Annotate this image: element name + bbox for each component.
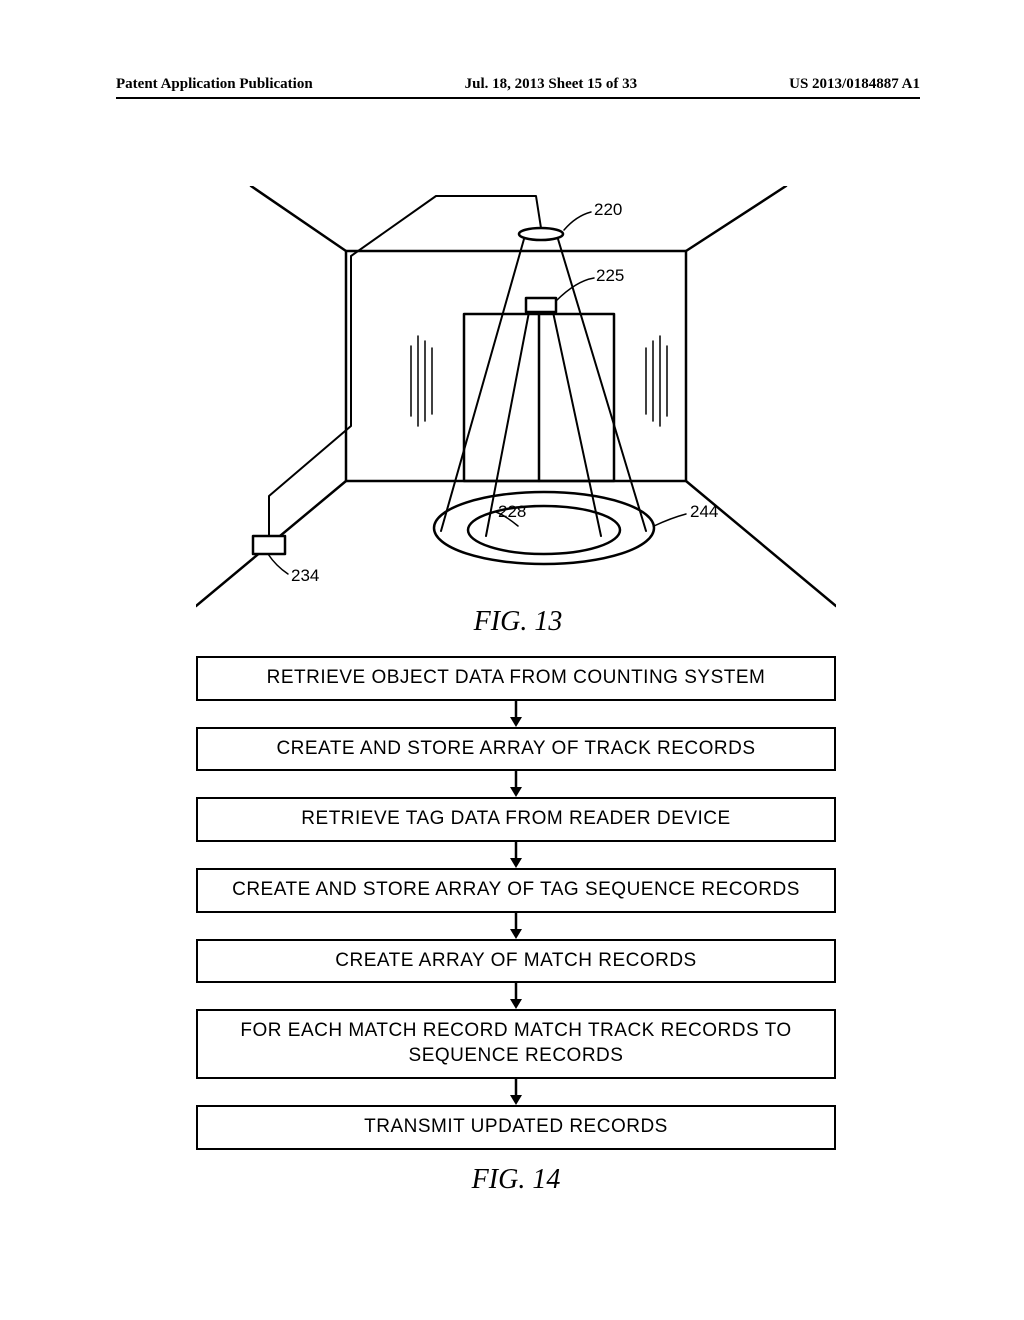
flow-step: RETRIEVE TAG DATA FROM READER DEVICE [196,797,836,842]
label-228: 228 [498,502,526,522]
page: Patent Application Publication Jul. 18, … [116,76,920,1236]
flow-step: TRANSMIT UPDATED RECORDS [196,1105,836,1150]
flow-step: CREATE AND STORE ARRAY OF TAG SEQUENCE R… [196,868,836,913]
flow-step: RETRIEVE OBJECT DATA FROM COUNTING SYSTE… [196,656,836,701]
flow-step: FOR EACH MATCH RECORD MATCH TRACK RECORD… [196,1009,836,1078]
flow-arrow [196,771,836,797]
flow-arrow [196,1079,836,1105]
header-left: Patent Application Publication [116,76,313,93]
fig14-caption: FIG. 14 [196,1164,836,1196]
fig13-caption: FIG. 13 [116,606,920,638]
fig13-drawing: 220 225 228 244 234 [196,186,836,616]
fig14-flowchart: RETRIEVE OBJECT DATA FROM COUNTING SYSTE… [196,656,836,1196]
flow-arrow [196,983,836,1009]
flow-arrow [196,913,836,939]
label-234: 234 [291,566,319,586]
flow-step: CREATE ARRAY OF MATCH RECORDS [196,939,836,984]
flow-step: CREATE AND STORE ARRAY OF TRACK RECORDS [196,727,836,772]
header-right: US 2013/0184887 A1 [789,76,920,93]
flow-arrow [196,842,836,868]
label-220: 220 [594,200,622,220]
fig13-svg [196,186,836,616]
label-244: 244 [690,502,718,522]
page-header: Patent Application Publication Jul. 18, … [116,76,920,99]
header-center: Jul. 18, 2013 Sheet 15 of 33 [465,76,638,93]
flow-arrow [196,701,836,727]
label-225: 225 [596,266,624,286]
